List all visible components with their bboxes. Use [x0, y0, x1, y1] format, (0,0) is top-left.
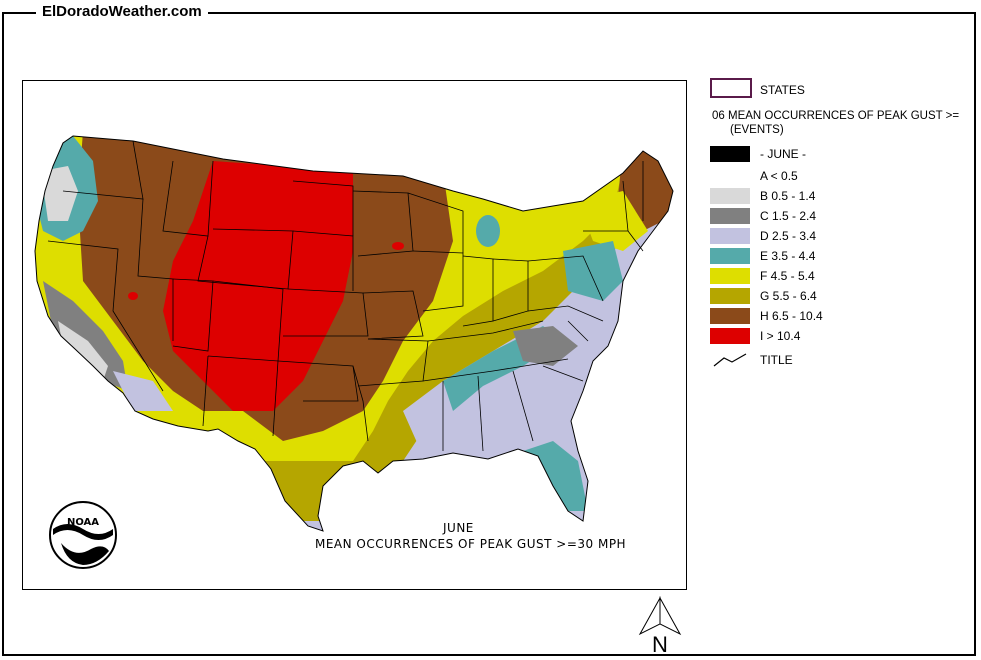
legend-class-swatch — [710, 228, 750, 244]
legend-class-label: C 1.5 - 2.4 — [760, 209, 817, 223]
legend-class-swatch — [710, 288, 750, 304]
north-arrow-icon: N — [638, 596, 682, 656]
north-arrow-label: N — [652, 632, 668, 656]
legend-class-label: D 2.5 - 3.4 — [760, 229, 817, 243]
legend-layer-subtitle: (EVENTS) — [730, 124, 784, 136]
legend-class-label: G 5.5 - 6.4 — [760, 289, 817, 303]
legend-class-label: H 6.5 - 10.4 — [760, 309, 823, 323]
site-title: ElDoradoWeather.com — [36, 3, 208, 21]
title-line-icon — [713, 353, 747, 367]
legend-layer-title: 06 MEAN OCCURRENCES OF PEAK GUST >= — [712, 110, 960, 122]
noaa-logo: NOAA — [49, 501, 117, 569]
states-outline-swatch — [710, 78, 752, 98]
legend-class-label: A < 0.5 — [760, 169, 798, 183]
map-caption-description: MEAN OCCURRENCES OF PEAK GUST >=30 MPH — [315, 537, 627, 551]
legend-class-swatch — [710, 268, 750, 284]
legend-class-swatch — [710, 208, 750, 224]
legend-month-label: - JUNE - — [760, 147, 806, 161]
legend-class-swatch — [710, 188, 750, 204]
legend-class-swatch — [710, 168, 750, 184]
legend-class-swatch — [710, 308, 750, 324]
legend-class-swatch — [710, 328, 750, 344]
legend-class-label: F 4.5 - 5.4 — [760, 269, 815, 283]
map-panel: NOAA JUNE MEAN OCCURRENCES OF PEAK GUST … — [22, 80, 687, 590]
noaa-logo-text: NOAA — [67, 517, 99, 528]
legend-title-label: TITLE — [760, 353, 793, 367]
legend-class-label: I > 10.4 — [760, 329, 801, 343]
legend-states-label: STATES — [760, 83, 805, 97]
us-map — [34, 135, 674, 532]
legend-class-swatch — [710, 248, 750, 264]
legend-class-label: E 3.5 - 4.4 — [760, 249, 816, 263]
page-frame — [2, 12, 976, 656]
legend-class-label: B 0.5 - 1.4 — [760, 189, 816, 203]
legend-month-swatch — [710, 146, 750, 162]
map-caption-month: JUNE — [443, 521, 474, 535]
